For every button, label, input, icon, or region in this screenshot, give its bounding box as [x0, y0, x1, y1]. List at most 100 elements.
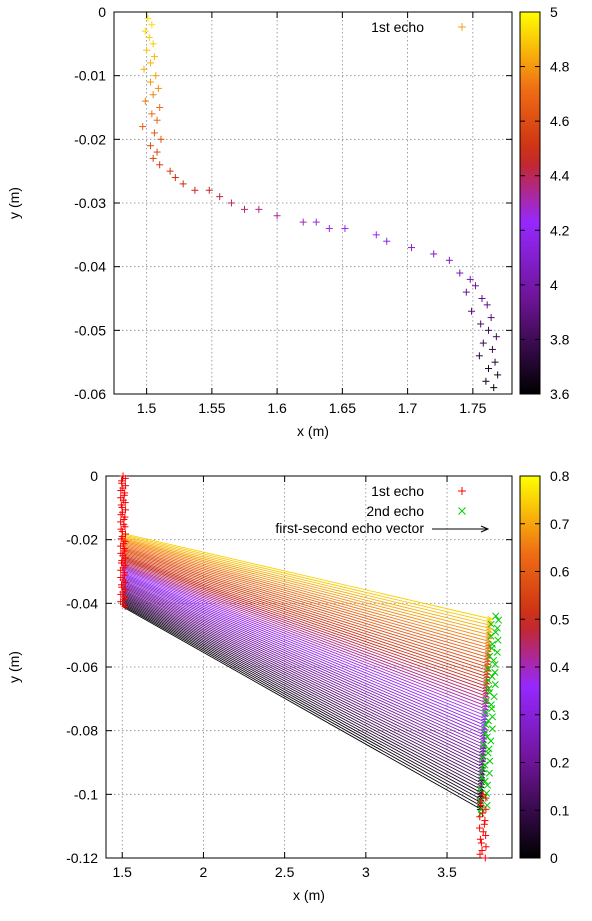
bottom-echo1-point-44: [121, 578, 129, 586]
bottom-echo1-point-72: [481, 854, 489, 862]
bottom-echo2-point-44-b: [483, 789, 491, 797]
bottom-echo2-point-2: [487, 620, 495, 628]
top-point-20: [147, 142, 155, 150]
top-ytick-label-0: 0: [98, 4, 106, 20]
top-colorbar-label-1: 3.8: [550, 331, 570, 347]
bottom-echo2-point-0-b: [492, 612, 500, 620]
bottom-legend-marker-2-b: [458, 507, 466, 515]
bottom-echo1-point-68: [477, 839, 485, 847]
bottom-echo2-point-5-b: [487, 632, 495, 640]
bottom-colorbar-label-5: 0.5: [550, 611, 570, 627]
bottom-vector-31: [122, 571, 488, 721]
bottom-vector-36: [122, 577, 487, 737]
bottom-vector-54: [122, 599, 484, 795]
top-point-47: [478, 295, 486, 302]
bottom-echo2-point-11-b: [489, 656, 498, 664]
bottom-echo2-point-26-b: [484, 717, 492, 725]
bottom-xtick-label-1: 2: [200, 864, 208, 880]
bottom-vector-35: [122, 576, 487, 733]
bottom-ytick-label-6: -0.12: [66, 850, 98, 866]
top-point-27: [191, 186, 199, 194]
bottom-colorbar-label-6: 0.6: [550, 564, 570, 580]
bottom-legend-label-1: 1st echo: [371, 483, 424, 499]
top-point-8: [140, 65, 148, 73]
bottom-vector-41: [122, 583, 486, 753]
bottom-vector-15: [122, 551, 491, 669]
bottom-echo2-point-5: [487, 632, 495, 640]
bottom-xtick-label-3: 3: [362, 864, 370, 880]
top-point-21: [153, 148, 161, 156]
bottom-vector-19: [122, 556, 490, 682]
bottom-vector-34: [122, 575, 488, 730]
bottom-echo2-point-32: [479, 741, 487, 749]
top-point-35: [312, 218, 320, 226]
bottom-echo2-point-17: [491, 680, 499, 689]
top-colorbar-label-5: 4.6: [550, 113, 570, 129]
top-point-39: [383, 237, 391, 245]
bottom-colorbar-label-2: 0.2: [550, 755, 570, 771]
bottom-echo2-point-26: [484, 717, 492, 725]
bottom-echo2-point-47-b: [483, 801, 491, 809]
bottom-vector-52: [122, 597, 485, 788]
bottom-vector-6: [122, 540, 492, 640]
top-point-53: [492, 333, 500, 341]
bottom-echo2-point-16-b: [484, 676, 492, 685]
bottom-echo2-point-37: [481, 761, 489, 769]
bottom-echo2-point-30-b: [483, 733, 491, 741]
top-axes: 1.5 1.55 1.6 1.65 1.7 1.75 0 -0.01 -0.02 -0.03 -0.…: [6, 4, 513, 439]
bottom-echo1-point-3: [118, 479, 126, 487]
bottom-echo2-point-8-b: [488, 644, 496, 652]
top-point-52: [485, 326, 493, 334]
top-point-23: [156, 161, 164, 169]
bottom-echo1-point-58: [477, 802, 485, 810]
bottom-echo2-point-37-b: [481, 761, 489, 769]
bottom-vector-40: [122, 582, 487, 750]
top-point-44: [466, 275, 474, 283]
bottom-echo1-point-64: [476, 824, 484, 832]
top-point-60: [482, 377, 490, 385]
bottom-vector-2: [122, 535, 493, 627]
bottom-vectors: [122, 532, 494, 811]
bottom-ylabel: y (m): [6, 651, 22, 683]
top-point-9: [152, 72, 160, 80]
bottom-echo2-point-12: [491, 660, 499, 668]
top-point-38: [372, 231, 380, 239]
top-ytick-label-5: -0.05: [74, 322, 106, 338]
top-point-24: [166, 167, 174, 175]
bottom-echo2-point-31-b: [487, 737, 495, 745]
bottom-xtick-label-2: 2.5: [275, 864, 295, 880]
top-point-56: [475, 352, 483, 360]
bottom-echo1-point-36: [117, 559, 125, 567]
top-point-32: [255, 205, 263, 213]
bottom-axes: 1.5 2 2.5 3 3.5 0 -0.02 -0.04 -0.06 -0.08 -0.1 -0.1…: [6, 468, 513, 903]
bottom-vector-49: [122, 593, 485, 779]
bottom-echo1-point-65: [479, 828, 487, 836]
top-colorbar-label-0: 3.6: [550, 386, 570, 402]
top-point-4: [149, 40, 157, 48]
bottom-echo2-point-36: [486, 757, 494, 765]
top-point-1: [148, 21, 156, 29]
top-colorbar-label-6: 4.8: [550, 59, 570, 75]
bottom-vector-47: [122, 591, 485, 772]
top-point-6: [150, 53, 158, 61]
top-point-22: [149, 154, 157, 162]
bottom-vector-55: [122, 601, 484, 798]
bottom-echo2-point-20-b: [490, 693, 498, 701]
top-colorbar-label-4: 4.4: [550, 168, 570, 184]
bottom-echo1-point-55: [479, 790, 487, 798]
bottom-vector-24: [122, 562, 489, 698]
bottom-legend-arrowhead: [480, 525, 490, 533]
bottom-echo2-point-44: [483, 789, 491, 797]
bottom-echo2-point-24: [481, 709, 489, 717]
bottom-echo2-point-8: [488, 644, 496, 652]
top-point-61: [490, 384, 498, 392]
bottom-vector-57: [122, 603, 484, 805]
top-colorbar-label-2: 4: [550, 277, 558, 293]
bottom-colorbar-label-1: 0.1: [550, 802, 570, 818]
bottom-vector-42: [122, 585, 486, 756]
bottom-echo2-point-29-b: [481, 729, 489, 737]
bottom-echo1-point-1: [121, 474, 129, 482]
bottom-echo1-point-11: [121, 499, 129, 507]
bottom-xtick-label-4: 3.5: [437, 864, 457, 880]
